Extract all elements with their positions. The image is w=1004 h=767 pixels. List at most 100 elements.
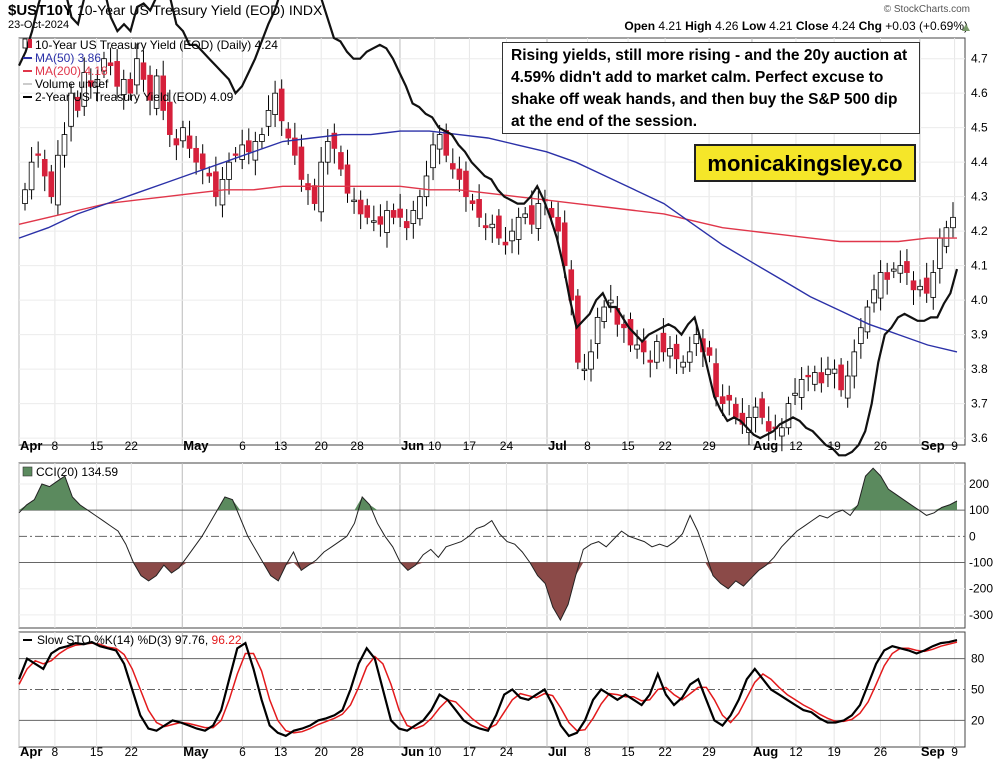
chg-label: Chg <box>858 19 882 33</box>
candle <box>838 364 844 391</box>
close-label: Close <box>795 19 829 33</box>
x-tick-label: Sep <box>921 744 945 759</box>
candle <box>904 261 910 273</box>
candle <box>884 272 890 280</box>
x-tick-label: 19 <box>827 745 841 759</box>
candle <box>278 88 285 122</box>
legend-price: 10-Year US Treasury Yield (EOD) (Daily) … <box>35 38 278 52</box>
x-tick-label: 24 <box>500 439 514 453</box>
us2y-line <box>18 0 959 457</box>
candle <box>153 75 160 109</box>
candle <box>509 230 515 242</box>
legend-sto-d-value: 96.22 <box>212 633 242 647</box>
x-tick-label: 22 <box>125 745 139 759</box>
x-tick-label: 9 <box>951 745 958 759</box>
candle <box>298 146 305 180</box>
candle <box>371 220 377 223</box>
candle <box>515 216 522 240</box>
chart-title: $UST10Y 10-Year US Treasury Yield (EOD) … <box>8 2 322 19</box>
legend-swatch-up <box>22 38 28 49</box>
candle <box>351 199 357 203</box>
x-tick-label: 20 <box>315 745 329 759</box>
panel-frame-1 <box>18 462 966 629</box>
candle <box>502 241 509 246</box>
x-tick-label: 8 <box>584 745 591 759</box>
cci-tick-label: -200 <box>969 582 993 596</box>
ma200-line <box>18 185 957 243</box>
candle <box>226 161 232 180</box>
cci-negative-area <box>19 562 957 621</box>
candle <box>430 144 436 169</box>
candle <box>384 210 390 233</box>
candle <box>41 159 48 177</box>
x-tick-label: 22 <box>658 745 672 759</box>
candle <box>292 137 298 156</box>
copyright: © StockCharts.com <box>883 4 970 15</box>
candle <box>397 208 403 218</box>
sto-tick-label: 20 <box>971 713 985 727</box>
annotation-box: Rising yields, still more rising - and t… <box>502 42 920 134</box>
candle <box>917 285 923 291</box>
candle <box>686 351 693 363</box>
candle <box>206 172 213 177</box>
sto-k-line <box>17 639 958 738</box>
x-tick-label: 26 <box>874 439 888 453</box>
y-tick-label: 4.3 <box>971 190 988 204</box>
x-tick-label: 19 <box>827 439 841 453</box>
x-tick-label: 10 <box>428 439 442 453</box>
x-tick-label: 9 <box>951 439 958 453</box>
candle <box>759 398 765 418</box>
high-value: 4.26 <box>715 19 739 33</box>
candle <box>232 153 239 156</box>
low-label: Low <box>741 19 766 33</box>
candle <box>601 306 607 322</box>
ma50-line <box>18 130 958 353</box>
candle <box>482 225 489 229</box>
candle <box>55 154 61 206</box>
candle <box>272 92 278 115</box>
candle <box>147 74 153 101</box>
candle <box>193 147 199 163</box>
candle <box>134 58 140 86</box>
candle <box>568 269 575 301</box>
x-tick-label: 15 <box>90 439 104 453</box>
candle <box>160 75 167 111</box>
candle <box>877 272 884 299</box>
x-tick-label: 29 <box>702 439 716 453</box>
candle <box>456 168 463 180</box>
y-tick-label: 4.1 <box>971 259 988 273</box>
candle <box>607 299 614 304</box>
candle <box>805 374 812 378</box>
y-tick-label: 3.6 <box>971 431 988 445</box>
x-tick-label: 29 <box>702 745 716 759</box>
open-label: Open <box>624 19 656 33</box>
cci-tick-label: 200 <box>969 477 989 491</box>
low-value: 4.21 <box>769 19 793 33</box>
candle <box>726 394 733 401</box>
candle <box>443 130 450 156</box>
candle <box>555 216 561 232</box>
candle <box>706 347 713 356</box>
candle <box>364 205 371 218</box>
x-tick-label: 8 <box>52 439 59 453</box>
candle <box>344 164 351 194</box>
candle <box>186 135 193 149</box>
x-tick-label: 17 <box>463 439 477 453</box>
candle <box>851 351 858 377</box>
candle <box>621 323 627 329</box>
x-tick-label: 28 <box>350 745 364 759</box>
candle <box>22 189 28 204</box>
candle <box>798 379 805 398</box>
x-tick-label: Jun <box>401 744 424 759</box>
candle <box>818 372 825 384</box>
candle <box>792 392 798 396</box>
candle <box>311 185 318 204</box>
x-tick-label: May <box>183 744 209 759</box>
x-tick-label: 8 <box>584 439 591 453</box>
open-value: 4.21 <box>658 19 682 33</box>
candle <box>28 161 35 191</box>
x-tick-label: 28 <box>350 439 364 453</box>
x-tick-label: 22 <box>658 439 672 453</box>
candle <box>74 96 81 111</box>
collapse-triangle-icon <box>962 24 970 31</box>
